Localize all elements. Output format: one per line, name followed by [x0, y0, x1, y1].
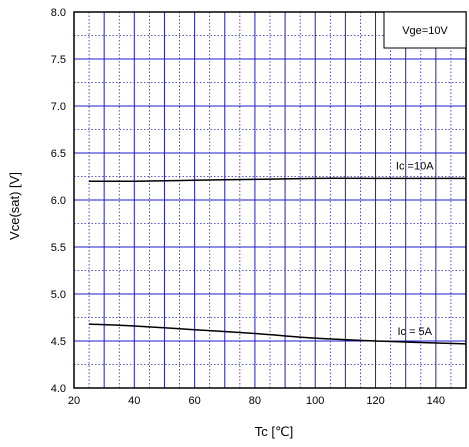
- series-labels: Ic =10A Ic = 5A: [396, 160, 434, 337]
- legend-border: [383, 11, 467, 49]
- y-tick-label: 4.0: [51, 383, 66, 395]
- x-tick-label: 80: [249, 395, 261, 407]
- x-tick-label: 100: [306, 395, 324, 407]
- y-tick-label: 6.5: [51, 148, 66, 160]
- x-tick-labels: 20 40 60 80 100 120 140: [68, 395, 445, 407]
- x-tick-label: 60: [188, 395, 200, 407]
- plot-frame: [73, 11, 467, 389]
- series-label-1: Ic =10A: [396, 160, 434, 172]
- x-tick-label: 140: [427, 395, 445, 407]
- y-tick-label: 5.5: [51, 242, 66, 254]
- legend-text: Vge=10V: [402, 25, 448, 37]
- x-tick-label: 120: [366, 395, 384, 407]
- y-tick-label: 8.0: [51, 7, 66, 19]
- y-tick-label: 6.0: [51, 195, 66, 207]
- y-tick-labels: 4.0 4.5 5.0 5.5 6.0 6.5 7.0 7.5 8.0: [51, 7, 66, 395]
- series-line-1: [89, 177, 466, 183]
- legend-box: Vge=10V: [383, 11, 467, 49]
- series-line-2: [89, 323, 467, 345]
- series-label-2: Ic = 5A: [397, 326, 432, 338]
- x-axis-label: Tc [℃]: [255, 424, 293, 439]
- x-tick-label: 40: [128, 395, 140, 407]
- y-tick-label: 4.5: [51, 336, 66, 348]
- y-tick-label: 7.5: [51, 54, 66, 66]
- y-tick-label: 7.0: [51, 101, 66, 113]
- x-tick-label: 20: [68, 395, 80, 407]
- major-grid: [74, 12, 466, 388]
- series-layer: [89, 177, 467, 345]
- y-tick-label: 5.0: [51, 289, 66, 301]
- y-axis-label: Vce(sat) [V]: [7, 172, 22, 240]
